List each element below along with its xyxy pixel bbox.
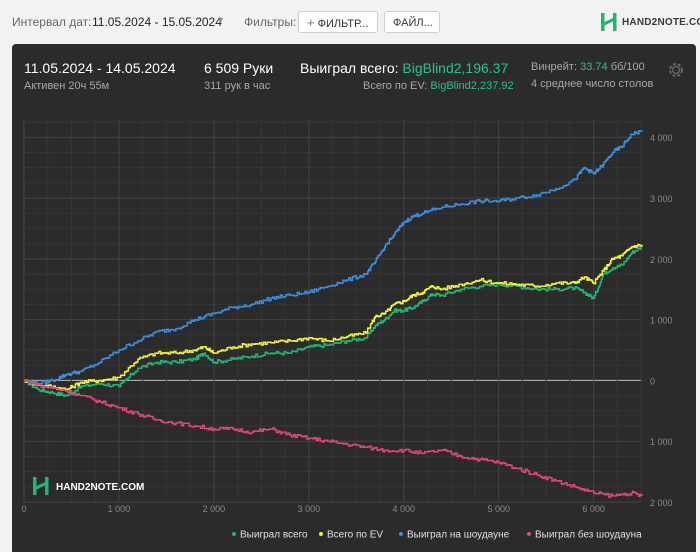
hands-count: 6 509 Руки <box>204 60 274 76</box>
legend-label[interactable]: Выиграл без шоудауна <box>535 529 642 541</box>
legend-label[interactable]: Выиграл всего <box>240 530 308 541</box>
y-tick-label: 3 000 <box>650 194 673 204</box>
date-interval-label: Интервал дат: <box>12 15 92 29</box>
winrate: Винрейт: 33.74 бб/100 <box>531 61 645 73</box>
hands-per-hour: 311 рук в час <box>204 80 271 92</box>
plus-icon: + <box>307 15 315 30</box>
filters-label: Фильтры: <box>244 15 297 29</box>
chevron-down-icon[interactable]: ▼ <box>216 15 225 25</box>
active-time: Активен 20ч 55м <box>24 80 110 92</box>
chart-legend: Выиграл всего Всего по EV Выиграл на шоуда… <box>232 529 642 541</box>
date-range: 11.05.2024 - 14.05.2024 <box>24 60 176 76</box>
top-toolbar: Интервал дат: 11.05.2024 - 15.05.2024 ▼ … <box>0 0 700 44</box>
x-tick-label: 4 000 <box>393 504 416 514</box>
x-tick-label: 0 <box>21 504 26 514</box>
x-tick-label: 5 000 <box>487 504 510 514</box>
y-axis-labels: 2 000 1 000 0 1 000 2 000 3 000 4 000 <box>650 133 673 508</box>
watermark: HAND2NOTE.COM <box>32 476 144 501</box>
won-total-value: BigBlind2,196.37 <box>402 60 509 76</box>
ev-total-label: Всего по EV: <box>363 80 428 92</box>
non-showdown-line <box>24 379 643 498</box>
legend-marker <box>399 532 403 536</box>
ev-total-value: BigBlind2,237.92 <box>430 80 514 92</box>
won-total-label: Выиграл всего: <box>300 60 399 76</box>
chart-grid <box>23 119 642 503</box>
graph-panel: 11.05.2024 - 14.05.2024 Активен 20ч 55м … <box>12 44 696 552</box>
y-tick-label: 2 000 <box>650 498 673 508</box>
ev-total: Всего по EV: BigBlind2,237.92 <box>363 80 514 92</box>
brand-name: HAND2NOTE.COM <box>622 17 700 28</box>
watermark-text: HAND2NOTE.COM <box>56 482 145 493</box>
y-tick-label: 4 000 <box>650 133 673 143</box>
winrate-unit: бб/100 <box>610 61 645 73</box>
legend-marker <box>527 532 531 536</box>
legend-label[interactable]: Всего по EV <box>327 530 383 541</box>
ev-line <box>24 243 643 391</box>
file-button[interactable]: ФАЙЛ... <box>384 11 440 33</box>
add-filter-button[interactable]: + ФИЛЬТР... <box>298 11 378 33</box>
x-tick-label: 3 000 <box>298 504 321 514</box>
x-axis-labels: 0 1 000 2 000 3 000 4 000 5 000 6 000 <box>21 504 604 514</box>
settings-gear-icon[interactable] <box>666 60 686 80</box>
avg-tables: 4 среднее число столов <box>531 78 654 90</box>
x-tick-label: 1 000 <box>108 504 131 514</box>
chart-lines <box>24 130 643 498</box>
won-total-line <box>24 245 643 397</box>
legend-marker <box>319 532 323 536</box>
file-button-label: ФАЙЛ... <box>393 17 433 29</box>
hand2note-watermark-icon <box>33 477 49 495</box>
hand2note-logo-icon <box>601 13 617 31</box>
legend-marker <box>232 532 236 536</box>
add-filter-label: ФИЛЬТР... <box>317 18 369 30</box>
showdown-line <box>24 130 643 386</box>
y-tick-label: 1 000 <box>650 316 673 326</box>
y-tick-label: 0 <box>650 376 655 386</box>
winrate-value: 33.74 <box>580 61 608 73</box>
x-tick-label: 6 000 <box>582 504 605 514</box>
won-total: Выиграл всего: BigBlind2,196.37 <box>300 60 508 76</box>
y-tick-label: 1 000 <box>650 437 673 447</box>
legend-label[interactable]: Выиграл на шоудауне <box>407 530 510 541</box>
brand-logo: HAND2NOTE.COM <box>600 12 700 32</box>
y-tick-label: 2 000 <box>650 255 673 265</box>
winrate-label: Винрейт: <box>531 61 578 73</box>
date-interval-select[interactable]: 11.05.2024 - 15.05.2024 <box>92 15 222 29</box>
x-tick-label: 2 000 <box>203 504 226 514</box>
